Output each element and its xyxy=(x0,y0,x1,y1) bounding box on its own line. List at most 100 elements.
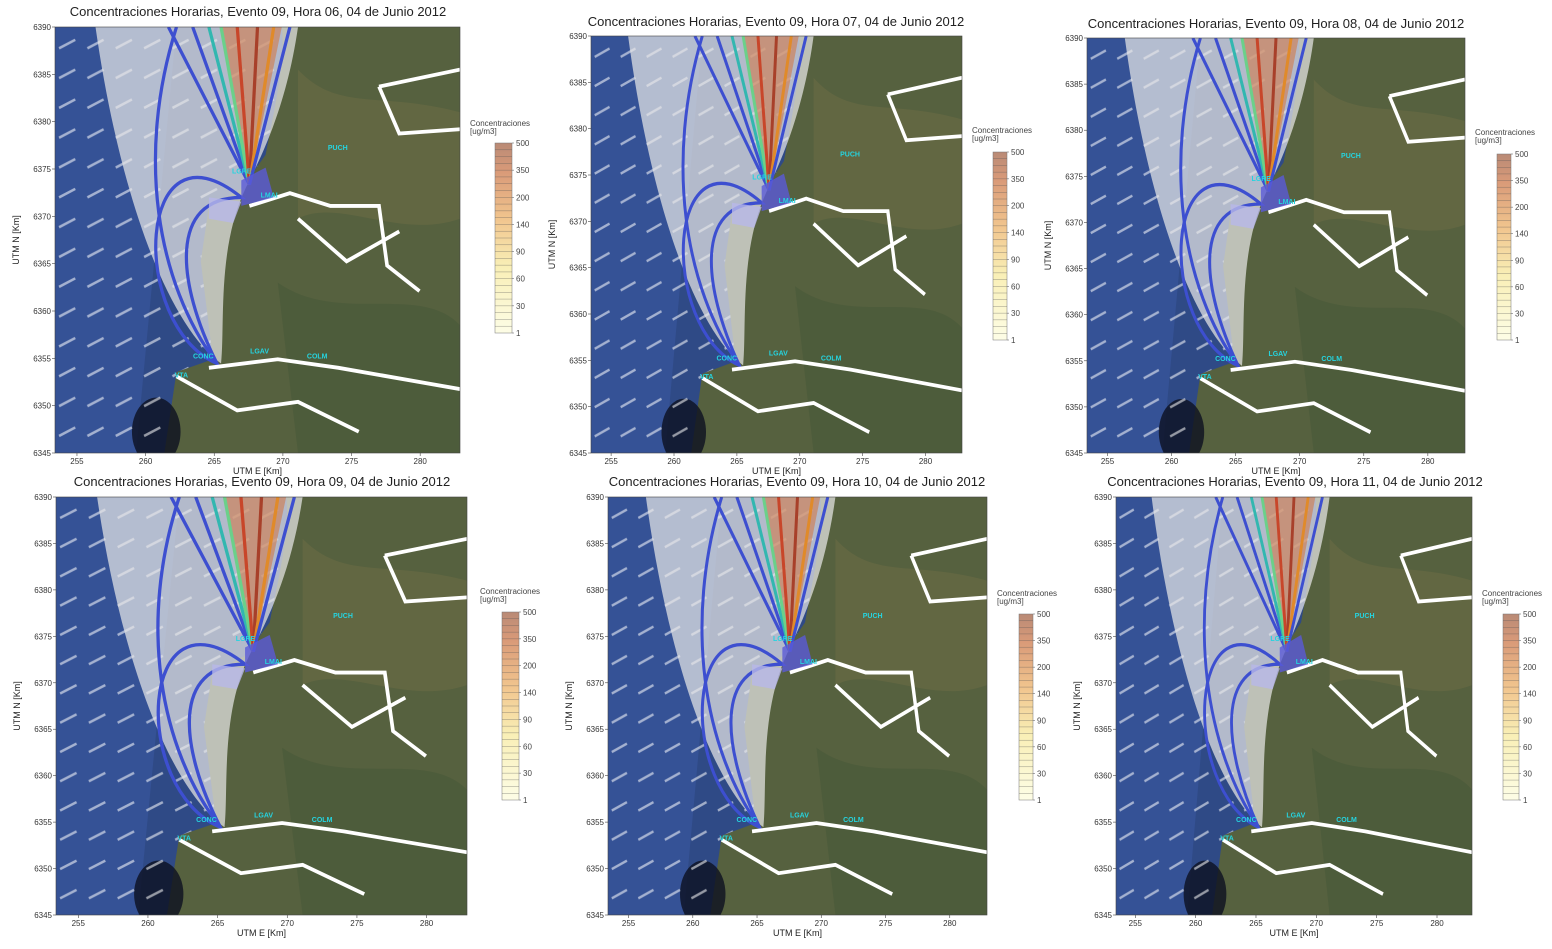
x-tick-label: 255 xyxy=(1101,457,1115,466)
colorbar-label: 500 xyxy=(516,139,530,148)
y-tick-label: 6385 xyxy=(586,539,604,548)
colorbar-label: 90 xyxy=(1515,256,1524,265)
y-tick-label: 6355 xyxy=(569,356,587,365)
x-tick-label: 265 xyxy=(1229,457,1243,466)
colorbar-title: [ug/m3] xyxy=(972,134,999,143)
x-axis-label: UTM E [Km] xyxy=(752,466,801,476)
colorbar-title: Concentraciones xyxy=(972,126,1032,135)
colorbar-label: 1 xyxy=(1037,796,1042,805)
map-art xyxy=(591,36,962,466)
y-axis-label: UTM N [Km] xyxy=(547,220,557,270)
station-label: CONC xyxy=(717,355,738,362)
x-tick-label: 270 xyxy=(281,919,295,928)
station-label: CONC xyxy=(196,817,217,824)
y-axis-label: UTM N [Km] xyxy=(564,681,574,731)
x-tick-label: 280 xyxy=(1421,457,1435,466)
station-label: PUCH xyxy=(840,151,860,158)
map-frame xyxy=(1115,496,1473,916)
station-label: CONC xyxy=(1236,817,1257,824)
x-tick-label: 275 xyxy=(350,919,364,928)
station-label: CONC xyxy=(736,817,757,824)
y-tick-label: 6345 xyxy=(569,449,587,458)
map-panel: Concentraciones Horarias, Evento 09, Hor… xyxy=(1043,16,1535,476)
station-label: CONC xyxy=(1215,356,1236,363)
y-tick-label: 6350 xyxy=(586,865,604,874)
colorbar-label: 500 xyxy=(523,608,537,617)
colorbar-label: 200 xyxy=(516,193,530,202)
station-label: LGAV xyxy=(790,812,809,819)
y-tick-label: 6385 xyxy=(33,70,51,79)
colorbar-label: 90 xyxy=(1037,716,1046,725)
station-label: VTA xyxy=(1198,374,1211,381)
x-tick-label: 260 xyxy=(139,457,153,466)
station-label: VTA xyxy=(175,372,188,379)
station-label: PUCH xyxy=(1341,153,1361,160)
station-label: CONC xyxy=(193,353,214,360)
station-label: LGAV xyxy=(1286,812,1305,819)
y-tick-label: 6365 xyxy=(569,264,587,273)
colorbar-title: [ug/m3] xyxy=(1482,597,1509,606)
map-art xyxy=(1116,497,1472,928)
colorbar-label: 140 xyxy=(1011,229,1025,238)
station-label: COLM xyxy=(312,817,333,824)
x-axis-label: UTM E [Km] xyxy=(1270,928,1319,938)
y-tick-label: 6360 xyxy=(1094,772,1112,781)
map-frame xyxy=(590,35,963,454)
y-tick-label: 6375 xyxy=(569,171,587,180)
map-image xyxy=(1087,38,1465,465)
map-frame xyxy=(1086,37,1466,454)
colorbar-label: 200 xyxy=(1515,203,1529,212)
colorbar-label: 30 xyxy=(523,769,532,778)
y-tick-label: 6375 xyxy=(1065,172,1083,181)
map-panel: Concentraciones Horarias, Evento 09, Hor… xyxy=(564,474,1057,938)
y-tick-label: 6380 xyxy=(33,118,51,127)
colorbar-label: 140 xyxy=(523,689,537,698)
y-tick-label: 6390 xyxy=(569,32,587,41)
panel-title: Concentraciones Horarias, Evento 09, Hor… xyxy=(70,4,447,19)
y-tick-label: 6350 xyxy=(1094,865,1112,874)
y-tick-label: 6385 xyxy=(34,539,52,548)
panel-title: Concentraciones Horarias, Evento 09, Hor… xyxy=(1107,474,1483,489)
station-label: COLM xyxy=(821,355,842,362)
y-axis-label: UTM N [Km] xyxy=(11,215,21,265)
y-tick-label: 6355 xyxy=(1065,357,1083,366)
colorbar-label: 140 xyxy=(1515,230,1529,239)
x-tick-label: 280 xyxy=(943,919,957,928)
x-tick-label: 255 xyxy=(1129,919,1143,928)
colorbar-label: 200 xyxy=(1037,663,1051,672)
colorbar-label: 1 xyxy=(516,329,521,338)
x-tick-label: 270 xyxy=(793,457,807,466)
x-axis-label: UTM E [Km] xyxy=(773,928,822,938)
colorbar-title: [ug/m3] xyxy=(470,127,497,136)
colorbar-label: 60 xyxy=(1011,282,1020,291)
panel-title: Concentraciones Horarias, Evento 09, Hor… xyxy=(588,14,965,29)
colorbar-label: 350 xyxy=(1011,175,1025,184)
colorbar-label: 200 xyxy=(1011,202,1025,211)
y-tick-label: 6390 xyxy=(1094,493,1112,502)
colorbar-label: 350 xyxy=(516,166,530,175)
y-tick-label: 6380 xyxy=(1094,586,1112,595)
y-tick-label: 6360 xyxy=(586,772,604,781)
colorbar-label: 500 xyxy=(1011,148,1025,157)
station-label: LMAI xyxy=(1296,659,1313,666)
colorbar-label: 90 xyxy=(523,715,532,724)
colorbar-title: [ug/m3] xyxy=(480,595,507,604)
panel-title: Concentraciones Horarias, Evento 09, Hor… xyxy=(609,474,986,489)
y-tick-label: 6365 xyxy=(1065,265,1083,274)
colorbar-label: 500 xyxy=(1515,150,1529,159)
colorbar-title: Concentraciones xyxy=(1475,128,1535,137)
colorbar-label: 30 xyxy=(1515,309,1524,318)
y-tick-label: 6345 xyxy=(33,449,51,458)
y-tick-label: 6380 xyxy=(586,586,604,595)
station-label: LMAI xyxy=(779,198,796,205)
map-image xyxy=(1116,497,1472,928)
y-tick-label: 6360 xyxy=(34,772,52,781)
station-label: PUCH xyxy=(1355,613,1375,620)
colorbar-title: Concentraciones xyxy=(997,589,1057,598)
station-label: COLM xyxy=(307,353,328,360)
y-tick-label: 6370 xyxy=(1094,679,1112,688)
y-tick-label: 6355 xyxy=(1094,818,1112,827)
map-panel: Concentraciones Horarias, Evento 09, Hor… xyxy=(12,474,540,938)
colorbar-label: 30 xyxy=(516,302,525,311)
